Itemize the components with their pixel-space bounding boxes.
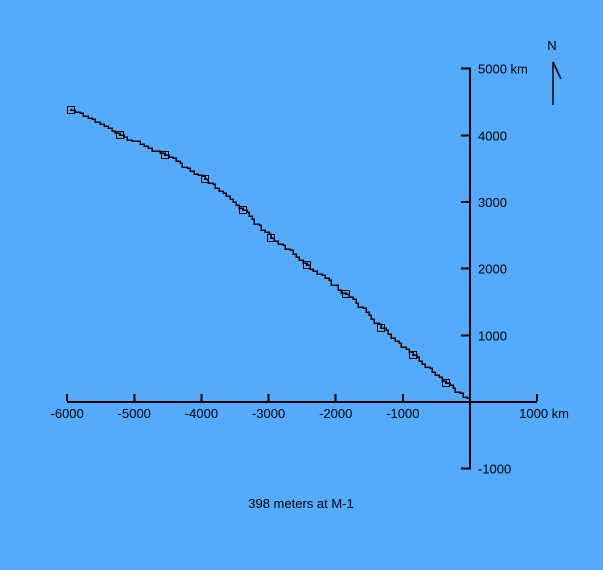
north-arrow: N	[547, 38, 562, 105]
trajectory-marker	[442, 379, 450, 387]
y-axis-tick-label: -1000	[478, 462, 511, 477]
trajectory-marker-dot	[306, 264, 308, 266]
north-label: N	[547, 38, 556, 53]
trajectory-marker-dot	[242, 209, 244, 211]
trajectory-marker	[239, 206, 247, 214]
x-axis-tick-label: -3000	[252, 406, 285, 421]
y-axis-tick-label: 1000	[478, 328, 507, 343]
trajectory-marker	[116, 131, 124, 139]
trajectory-marker-dot	[270, 237, 272, 239]
trajectory-marker	[201, 175, 209, 183]
trajectory-marker	[342, 290, 350, 298]
plot-caption: 398 meters at M-1	[248, 496, 354, 511]
trajectory-marker-dot	[164, 154, 166, 156]
trajectory-marker	[377, 324, 385, 332]
trajectory-marker	[67, 106, 75, 114]
x-axis-tick-label: -2000	[319, 406, 352, 421]
x-axis-tick-label: -4000	[185, 406, 218, 421]
trajectory-marker-dot	[380, 327, 382, 329]
trajectory-marker-dot	[345, 293, 347, 295]
trajectory-markers-layer	[67, 106, 450, 387]
y-axis-tick-label: 4000	[478, 128, 507, 143]
trajectory-marker	[303, 261, 311, 269]
trajectory-marker	[161, 151, 169, 159]
trajectory-marker	[267, 234, 275, 242]
trajectory-marker-dot	[412, 354, 414, 356]
x-axis-tick-label: -1000	[386, 406, 419, 421]
y-axis-tick-label: 3000	[478, 195, 507, 210]
trajectory-marker-dot	[204, 178, 206, 180]
y-axis-tick-label: 5000 km	[478, 62, 528, 77]
x-axis-tick-label: -5000	[118, 406, 151, 421]
x-axis-tick-label: -6000	[51, 406, 84, 421]
north-arrow-barb	[552, 61, 562, 80]
trajectory-marker-dot	[70, 109, 72, 111]
y-axis-tick-label: 2000	[478, 262, 507, 277]
trajectory-marker-dot	[445, 382, 447, 384]
axes: -6000 -5000 -4000 -3000 -2000 -1000 1000 km 500…	[51, 62, 570, 477]
trajectory-line-layer	[71, 109, 471, 402]
trajectory-marker-dot	[119, 134, 121, 136]
trajectory-marker	[409, 351, 417, 359]
trajectory-line	[71, 109, 471, 402]
x-axis-tick-label: 1000 km	[519, 406, 569, 421]
